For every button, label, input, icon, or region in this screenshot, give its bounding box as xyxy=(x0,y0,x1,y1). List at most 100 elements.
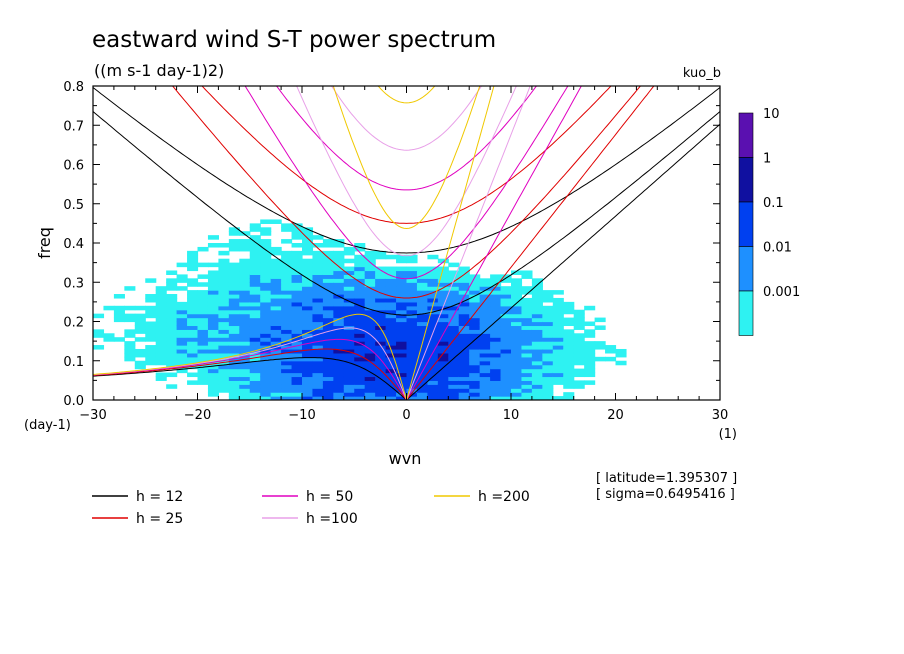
power-cell xyxy=(521,270,533,275)
power-cell xyxy=(291,368,303,374)
power-cell xyxy=(458,329,470,334)
power-cell xyxy=(396,345,408,350)
power-cell xyxy=(531,321,543,327)
power-cell xyxy=(322,360,334,366)
power-cell xyxy=(406,258,418,264)
power-cell xyxy=(228,345,240,350)
power-cell xyxy=(166,305,178,311)
power-cell xyxy=(364,352,376,358)
power-cell xyxy=(187,372,199,378)
power-cell xyxy=(490,305,502,311)
power-cell xyxy=(270,266,282,272)
power-cell xyxy=(343,333,355,338)
power-cell xyxy=(124,286,136,291)
power-cell xyxy=(260,262,272,268)
power-cell xyxy=(166,345,178,350)
power-cell xyxy=(490,309,502,315)
power-cell xyxy=(500,368,512,374)
power-cell xyxy=(291,282,303,287)
power-cell xyxy=(207,348,219,354)
power-cell xyxy=(155,321,167,327)
power-cell xyxy=(333,274,345,279)
power-cell xyxy=(207,290,219,295)
power-cell xyxy=(406,305,418,311)
power-cell xyxy=(343,356,355,362)
power-cell xyxy=(448,341,460,346)
power-cell xyxy=(207,384,219,389)
power-cell xyxy=(302,309,314,315)
power-cell xyxy=(166,325,178,330)
power-cell xyxy=(249,246,261,252)
power-cell xyxy=(375,313,387,319)
power-cell xyxy=(333,380,345,385)
power-cell xyxy=(343,258,355,264)
power-cell xyxy=(354,317,366,323)
power-cell xyxy=(207,337,219,342)
chart-subtitle: ((m s-1 day-1)2) xyxy=(94,61,224,80)
power-cell xyxy=(270,313,282,319)
power-cell xyxy=(322,352,334,358)
power-cell xyxy=(437,258,449,264)
power-cell xyxy=(343,392,355,397)
power-cell xyxy=(270,321,282,327)
power-cell xyxy=(563,321,575,327)
power-cell xyxy=(260,297,272,303)
dispersion-curve-kelvin xyxy=(406,123,720,400)
power-cell xyxy=(416,364,428,370)
power-cell xyxy=(500,278,512,283)
power-cell xyxy=(490,376,502,381)
power-cell xyxy=(249,278,261,283)
power-cell xyxy=(281,250,293,256)
power-cell xyxy=(563,384,575,389)
dispersion-curve-ig xyxy=(244,86,569,280)
power-cell xyxy=(396,317,408,323)
power-cell xyxy=(427,266,439,272)
power-cell xyxy=(354,345,366,350)
power-cell xyxy=(479,317,491,323)
power-cell xyxy=(187,262,199,268)
power-cell xyxy=(333,301,345,307)
power-cell xyxy=(239,266,251,272)
power-cell xyxy=(396,301,408,307)
power-cell xyxy=(552,329,564,334)
power-cell xyxy=(333,278,345,283)
power-cell xyxy=(375,321,387,327)
power-cell xyxy=(364,360,376,366)
power-cell xyxy=(521,313,533,319)
power-cell xyxy=(312,235,324,240)
power-cell xyxy=(448,345,460,350)
power-cell xyxy=(500,341,512,346)
power-cell xyxy=(187,348,199,354)
power-cell xyxy=(145,348,157,354)
power-cell xyxy=(239,231,251,236)
power-cell xyxy=(103,305,115,311)
power-cell xyxy=(312,250,324,256)
power-cell xyxy=(228,294,240,299)
power-cell xyxy=(260,243,272,248)
power-cell xyxy=(584,321,596,327)
power-cell xyxy=(406,352,418,358)
power-cell xyxy=(291,270,303,275)
power-cell xyxy=(343,297,355,303)
power-cell xyxy=(228,274,240,279)
x-tick-label: −10 xyxy=(288,408,315,423)
power-cell xyxy=(427,348,439,354)
power-cell xyxy=(396,313,408,319)
power-cell xyxy=(281,297,293,303)
power-cell xyxy=(479,388,491,393)
power-cell xyxy=(552,376,564,381)
power-cell xyxy=(228,282,240,287)
power-cell xyxy=(552,368,564,374)
power-cell xyxy=(218,333,230,338)
power-cell xyxy=(448,388,460,393)
power-cell xyxy=(249,305,261,311)
power-cell xyxy=(469,372,481,378)
power-cell xyxy=(291,266,303,272)
power-cell xyxy=(416,266,428,272)
power-cell xyxy=(260,348,272,354)
colorbar-swatch xyxy=(738,201,754,247)
colorbar-label: 1 xyxy=(763,152,771,167)
power-cell xyxy=(458,376,470,381)
power-cell xyxy=(437,329,449,334)
power-cell xyxy=(385,388,397,393)
